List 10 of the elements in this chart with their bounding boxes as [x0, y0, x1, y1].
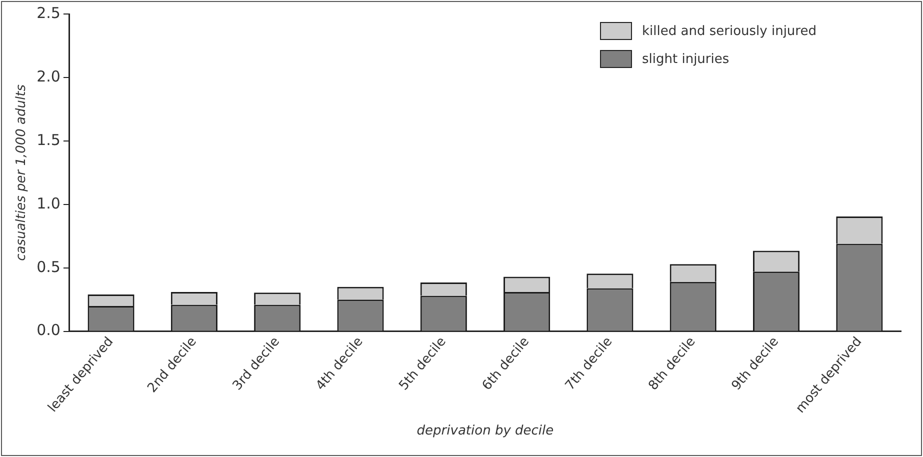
y-tick-label: 1.0 — [36, 194, 60, 212]
y-tick-label: 0.5 — [36, 258, 60, 276]
y-tick-label: 2.5 — [36, 4, 60, 22]
legend-label: killed and seriously injured — [642, 24, 816, 38]
y-tick-label: 2.0 — [36, 67, 60, 86]
y-tick-label: 0.0 — [36, 321, 60, 340]
legend-label: slight injuries — [642, 52, 730, 66]
y-axis-title: casualties per 1,000 adults — [14, 84, 30, 261]
y-tick-label: 1.5 — [36, 130, 60, 149]
x-axis-title: deprivation by decile — [416, 424, 554, 439]
